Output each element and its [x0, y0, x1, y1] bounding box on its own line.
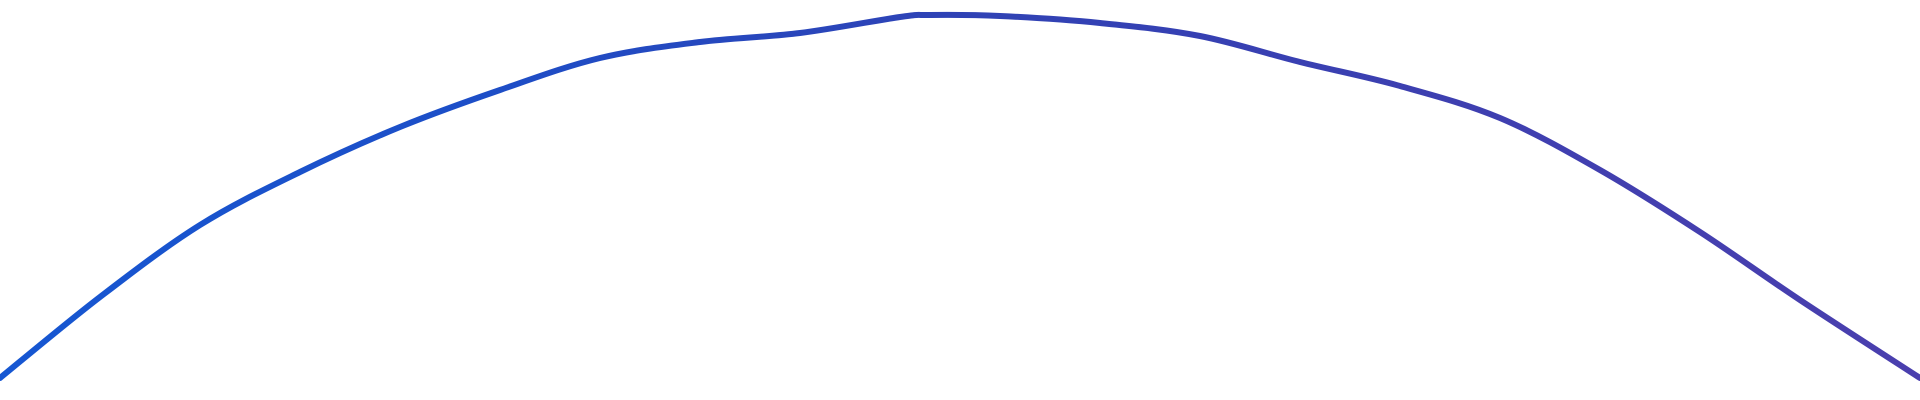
arc-curve-line [0, 11, 1920, 381]
